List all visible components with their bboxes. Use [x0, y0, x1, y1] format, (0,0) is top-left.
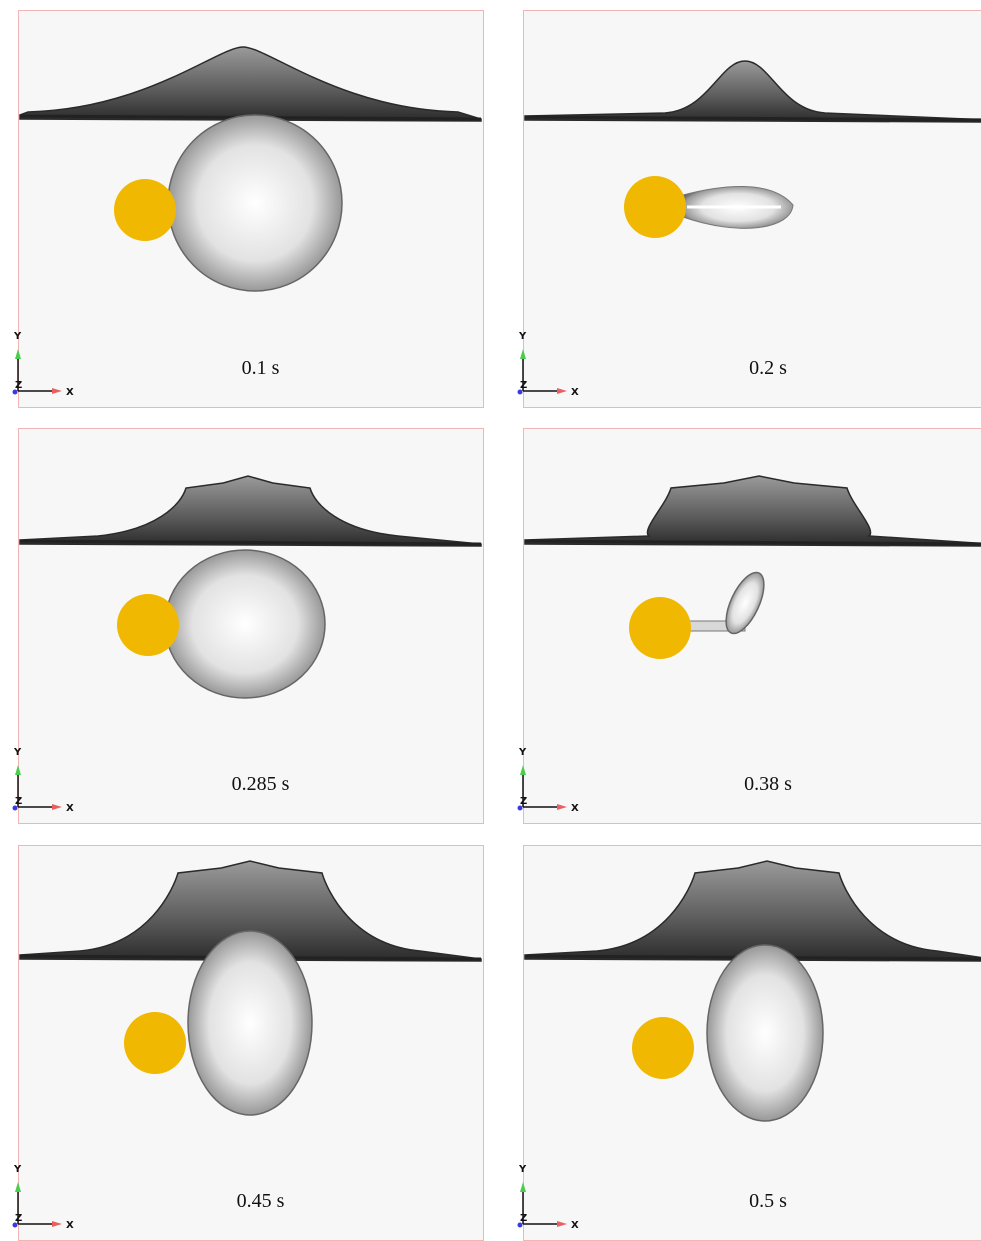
free-surface: [524, 475, 981, 547]
axis-z: [12, 805, 18, 811]
free-surface: [19, 46, 482, 122]
axis-z: [517, 805, 523, 811]
axis-z: [12, 389, 18, 395]
free-surface-line: [19, 539, 482, 546]
axis-x-arrow: [557, 804, 567, 810]
solid-sphere: [624, 176, 686, 238]
axis-y-label: Y: [13, 747, 22, 758]
axis-y-arrow: [520, 1182, 526, 1192]
axis-x-arrow: [52, 388, 62, 394]
axis-z: [12, 1222, 18, 1228]
panel: 0.285 s Y X Z: [12, 428, 484, 824]
axis-z: [517, 1222, 523, 1228]
panel: 0.1 s Y X Z: [12, 10, 484, 408]
axis-z-label: Z: [15, 1213, 22, 1224]
axis-x-label: X: [66, 387, 74, 398]
bubble: [706, 944, 824, 1122]
axis-z-label: Z: [15, 380, 22, 391]
solid-sphere: [124, 1012, 186, 1074]
axis-x-arrow: [557, 388, 567, 394]
axis-z-label: Z: [15, 796, 22, 807]
panel: 0.5 s Y X Z: [517, 845, 981, 1241]
axis-x-label: X: [66, 1220, 74, 1231]
free-surface-line: [524, 115, 981, 122]
axis-y-label: Y: [518, 331, 527, 342]
time-label: 0.1 s: [242, 357, 280, 379]
axis-z-label: Z: [520, 1213, 527, 1224]
axis-y-arrow: [520, 349, 526, 359]
axis-y-arrow: [15, 1182, 21, 1192]
free-surface: [19, 860, 482, 962]
free-surface: [19, 475, 482, 547]
solid-sphere: [117, 594, 179, 656]
panel: 0.45 s Y X Z: [12, 845, 484, 1241]
free-surface: [524, 860, 981, 962]
axis-z-label: Z: [520, 380, 527, 391]
axis-y-arrow: [520, 765, 526, 775]
bubble: [187, 930, 313, 1116]
bubble: [164, 549, 326, 699]
solid-sphere: [629, 597, 691, 659]
free-surface: [524, 60, 981, 123]
time-label: 0.2 s: [749, 357, 787, 379]
panel: 0.2 s Y X Z: [517, 10, 981, 408]
axis-x-label: X: [66, 803, 74, 814]
axis-x-arrow: [557, 1221, 567, 1227]
solid-sphere: [632, 1017, 694, 1079]
axis-y-label: Y: [13, 331, 22, 342]
axis-x-label: X: [571, 803, 579, 814]
axis-x-label: X: [571, 1220, 579, 1231]
time-label: 0.285 s: [232, 773, 290, 795]
time-label: 0.45 s: [237, 1190, 285, 1212]
bubble: [725, 571, 765, 635]
axis-y-label: Y: [518, 747, 527, 758]
solid-sphere: [114, 179, 176, 241]
time-label: 0.38 s: [744, 773, 792, 795]
axis-x-arrow: [52, 1221, 62, 1227]
axis-x-label: X: [571, 387, 579, 398]
axis-x-arrow: [52, 804, 62, 810]
axis-y-arrow: [15, 765, 21, 775]
time-label: 0.5 s: [749, 1190, 787, 1212]
axis-y-label: Y: [518, 1164, 527, 1175]
axis-y-label: Y: [13, 1164, 22, 1175]
free-surface-line: [524, 539, 981, 546]
bubble: [167, 114, 343, 292]
panel: 0.38 s Y X Z: [517, 428, 981, 824]
axis-y-arrow: [15, 349, 21, 359]
axis-z-label: Z: [520, 796, 527, 807]
axis-z: [517, 389, 523, 395]
